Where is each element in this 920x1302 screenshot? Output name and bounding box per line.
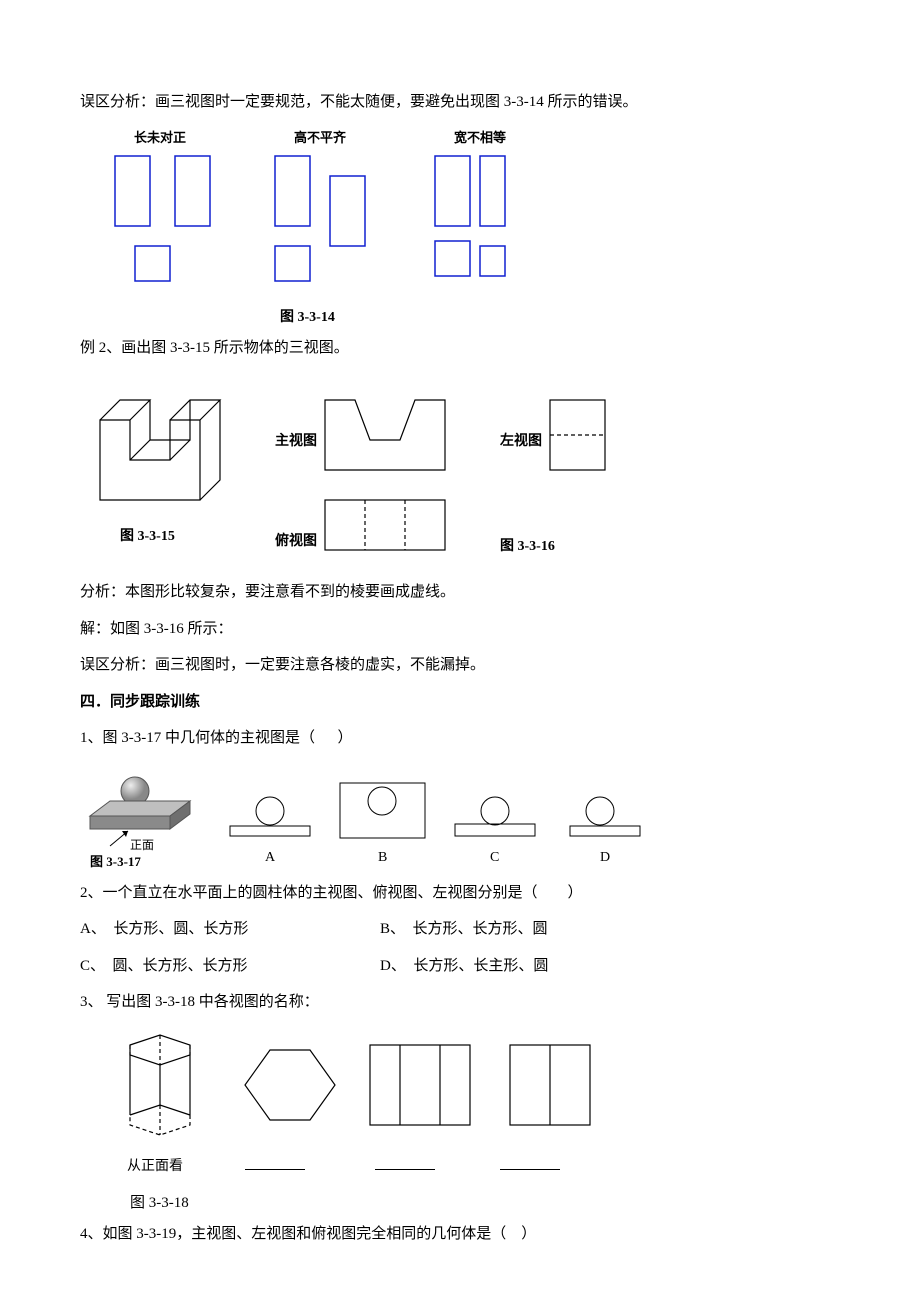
fig14-col1-svg xyxy=(100,146,220,296)
svg-text:左视图: 左视图 xyxy=(499,432,542,449)
svg-text:C: C xyxy=(490,850,499,865)
q2-optA: A、 长方形、圆、长方形 xyxy=(80,915,380,944)
fig14-col1-title: 长未对正 xyxy=(134,127,186,146)
q3-from-front: 从正面看 xyxy=(100,1155,210,1175)
fig14-col3-svg xyxy=(420,146,540,296)
q1-prefix: 1、图 3-3-17 中几何体的主视图是（ xyxy=(80,730,315,746)
q2-optB: B、 长方形、长方形、圆 xyxy=(380,915,548,944)
q3-blank-3[interactable] xyxy=(500,1155,560,1170)
fig14-col3-title: 宽不相等 xyxy=(454,127,506,146)
q3-blank-1[interactable] xyxy=(245,1155,305,1170)
svg-text:图 3-3-15: 图 3-3-15 xyxy=(120,528,175,544)
solution: 解：如图 3-3-16 所示： xyxy=(80,615,840,644)
q2-stem: 2、一个直立在水平面上的圆柱体的主视图、俯视图、左视图分别是（ ） xyxy=(80,879,840,908)
q1-dot xyxy=(319,730,334,746)
fig18-caption: 图 3-3-18 xyxy=(130,1191,840,1212)
fig14-col2-title: 高不平齐 xyxy=(294,127,346,146)
analysis2: 误区分析：画三视图时，一定要注意各棱的虚实，不能漏掉。 xyxy=(80,651,840,680)
q3-blank-2[interactable] xyxy=(375,1155,435,1170)
example2-text: 例 2、画出图 3-3-15 所示物体的三视图。 xyxy=(80,334,840,363)
fig17-svg: 正面 图 3-3-17 A B C xyxy=(80,761,700,871)
q1-stem: 1、图 3-3-17 中几何体的主视图是（ ） xyxy=(80,724,840,753)
intro-paragraph: 误区分析：画三视图时一定要规范，不能太随便，要避免出现图 3-3-14 所示的错… xyxy=(80,88,840,117)
q2-optD: D、 长方形、长主形、圆 xyxy=(380,952,548,981)
q1-suffix: ） xyxy=(338,730,353,746)
svg-text:B: B xyxy=(378,850,387,865)
svg-text:图 3-3-16: 图 3-3-16 xyxy=(500,538,555,554)
svg-text:图 3-3-17: 图 3-3-17 xyxy=(90,854,141,869)
svg-text:正面: 正面 xyxy=(130,838,154,852)
figure-3-3-14: 长未对正 高不平齐 宽不相等 xyxy=(80,127,840,326)
svg-text:主视图: 主视图 xyxy=(275,432,317,449)
q4-stem: 4、如图 3-3-19，主视图、左视图和俯视图完全相同的几何体是（ ） xyxy=(80,1220,840,1249)
fig14-caption: 图 3-3-14 xyxy=(280,306,840,326)
fig15-16-svg: 图 3-3-15 主视图 左视图 俯视图 图 3-3-16 xyxy=(80,370,620,570)
q3-stem: 3、 写出图 3-3-18 中各视图的名称： xyxy=(80,988,840,1017)
svg-text:A: A xyxy=(265,850,276,865)
figure-3-3-18: 从正面看 图 3-3-18 xyxy=(100,1025,840,1212)
fig14-col2-svg xyxy=(260,146,380,296)
figure-3-3-15-16: 图 3-3-15 主视图 左视图 俯视图 图 3-3-16 xyxy=(80,370,840,570)
section4-heading: 四．同步跟踪训练 xyxy=(80,688,840,717)
fig18-svg xyxy=(100,1025,660,1155)
analysis1: 分析：本图形比较复杂，要注意看不到的棱要画成虚线。 xyxy=(80,578,840,607)
q2-optC: C、 圆、长方形、长方形 xyxy=(80,952,380,981)
svg-text:D: D xyxy=(600,850,610,865)
figure-3-3-17: 正面 图 3-3-17 A B C xyxy=(80,761,840,871)
svg-text:俯视图: 俯视图 xyxy=(275,532,317,549)
